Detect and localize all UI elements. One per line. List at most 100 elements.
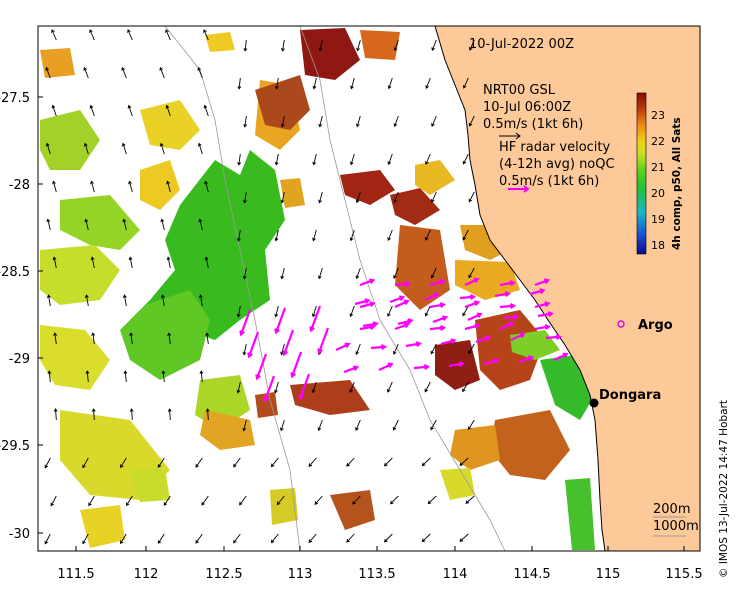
current-vector xyxy=(85,370,90,383)
current-vector xyxy=(198,218,203,231)
current-vector xyxy=(84,218,89,231)
argo-label: Argo xyxy=(638,318,673,333)
current-vector xyxy=(318,115,323,128)
current-vector xyxy=(276,495,285,506)
hf-vector xyxy=(394,299,410,308)
current-vector xyxy=(270,533,279,544)
colorbar-label: 4h comp, p50, All Sats xyxy=(671,117,683,250)
colorbar-tick: 18 xyxy=(651,239,665,252)
current-vector xyxy=(392,419,399,431)
current-vector xyxy=(166,180,171,193)
current-vector xyxy=(274,229,279,242)
hf-vector xyxy=(553,352,569,361)
current-vector xyxy=(421,457,431,467)
current-vector xyxy=(91,332,96,345)
current-vector xyxy=(314,495,323,505)
current-vector xyxy=(387,153,393,166)
current-vector xyxy=(350,77,355,90)
current-vector xyxy=(355,115,361,128)
current-vector xyxy=(430,343,437,355)
current-vector xyxy=(468,115,475,127)
current-vector xyxy=(274,153,279,166)
current-vector xyxy=(205,408,210,421)
current-vector xyxy=(462,77,469,89)
current-vector xyxy=(90,180,95,193)
hf-vector xyxy=(405,341,422,348)
hf-vector xyxy=(335,342,351,351)
svg-text:0.5m/s (1kt 6h): 0.5m/s (1kt 6h) xyxy=(499,174,599,189)
current-vector xyxy=(198,294,203,307)
y-tick-label: -28.5 xyxy=(0,265,30,280)
current-vector xyxy=(311,305,317,318)
x-tick-label: 114 xyxy=(443,567,468,582)
hf-vector xyxy=(362,321,379,328)
current-vector xyxy=(393,39,399,52)
current-vector xyxy=(50,495,57,507)
current-vector xyxy=(468,191,475,203)
argo-marker: Argo xyxy=(617,318,673,333)
current-vector xyxy=(83,66,89,79)
hf-vector xyxy=(534,278,551,287)
hf-vector xyxy=(359,324,376,331)
current-vector xyxy=(128,180,133,193)
nrt-legend: NRT00 GSL 10-Jul 06:00Z 0.5m/s (1kt 6h) xyxy=(483,83,583,140)
current-vector xyxy=(239,495,247,506)
current-vector xyxy=(44,533,51,545)
hf-vector xyxy=(298,373,311,401)
hf-vector xyxy=(467,312,483,321)
y-tick-label: -27.5 xyxy=(0,91,30,106)
current-vector xyxy=(120,533,127,545)
current-vector xyxy=(383,457,393,467)
current-vector xyxy=(197,142,203,155)
svg-text:200m: 200m xyxy=(653,502,690,517)
current-vector xyxy=(160,218,165,231)
current-vector xyxy=(242,267,247,280)
current-vector xyxy=(459,533,469,542)
hf-vector xyxy=(502,314,520,321)
current-vector xyxy=(167,408,172,421)
current-vector xyxy=(349,153,355,166)
svg-text:1000m: 1000m xyxy=(653,519,699,534)
current-vector xyxy=(127,104,133,117)
hf-vector xyxy=(499,303,517,310)
colorbar-tick: 22 xyxy=(651,135,665,148)
land-area xyxy=(435,26,700,551)
hf-vector xyxy=(343,365,360,374)
current-vector xyxy=(53,408,58,421)
current-vector xyxy=(237,153,242,166)
colorbar-tick: 19 xyxy=(651,213,665,226)
current-vector xyxy=(46,218,51,231)
current-vector xyxy=(91,408,96,421)
current-vector xyxy=(389,495,399,505)
current-vector xyxy=(89,104,95,117)
current-vector xyxy=(270,457,279,468)
current-vector xyxy=(242,343,247,356)
current-vector xyxy=(393,115,399,128)
current-vector xyxy=(280,191,285,204)
x-tick-label: 114.5 xyxy=(513,567,550,582)
x-tick-label: 115.5 xyxy=(665,567,702,582)
current-vector xyxy=(201,495,209,506)
svg-text:10-Jul 06:00Z: 10-Jul 06:00Z xyxy=(483,100,571,115)
current-vector xyxy=(355,191,361,204)
current-vector xyxy=(243,115,248,128)
hf-vector xyxy=(510,332,526,341)
current-vector xyxy=(243,191,247,204)
hf-vector xyxy=(394,322,411,331)
current-vector xyxy=(346,533,355,543)
dongara-marker: Dongara xyxy=(589,388,661,408)
current-vector xyxy=(159,66,165,79)
current-vector xyxy=(386,381,393,393)
y-tick-label: -29 xyxy=(9,352,30,367)
current-vector xyxy=(462,305,469,317)
current-vector xyxy=(236,305,241,318)
y-tick-label: -30 xyxy=(9,527,30,542)
current-vector xyxy=(430,191,437,203)
current-vector xyxy=(243,39,248,52)
current-vector xyxy=(83,142,89,155)
current-vector xyxy=(161,370,166,383)
current-vector xyxy=(312,153,317,166)
hf-vector xyxy=(429,302,446,309)
current-vector xyxy=(52,256,57,269)
current-vector xyxy=(427,495,437,505)
